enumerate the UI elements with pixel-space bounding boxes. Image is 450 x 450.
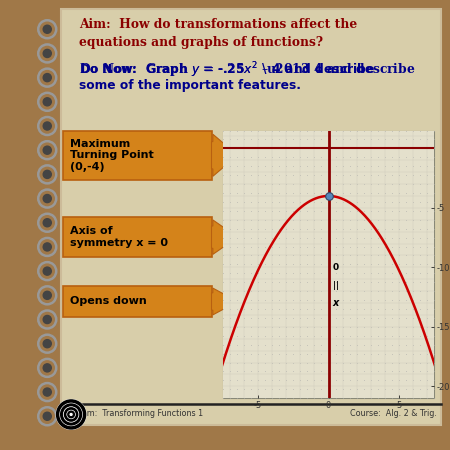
Circle shape: [43, 98, 51, 106]
Text: Axis of
symmetry x = 0: Axis of symmetry x = 0: [70, 226, 168, 248]
Circle shape: [43, 194, 51, 202]
Text: Course:  Alg. 2 & Trig.: Course: Alg. 2 & Trig.: [350, 409, 436, 418]
Circle shape: [43, 122, 51, 130]
Text: Aim:  Transforming Functions 1: Aim: Transforming Functions 1: [79, 409, 203, 418]
Circle shape: [43, 412, 51, 420]
Circle shape: [43, 364, 51, 372]
Circle shape: [56, 400, 86, 429]
Circle shape: [43, 219, 51, 227]
Circle shape: [43, 267, 51, 275]
Circle shape: [43, 340, 51, 348]
Circle shape: [43, 315, 51, 324]
Text: x: x: [333, 298, 339, 308]
FancyArrow shape: [212, 288, 238, 315]
FancyArrow shape: [212, 220, 238, 254]
Circle shape: [43, 73, 51, 82]
Circle shape: [43, 388, 51, 396]
Text: Do Now:  Graph $y$ = -.25$x^2$ \u2013 4 and describe: Do Now: Graph $y$ = -.25$x^2$ \u2013 4 a…: [79, 61, 415, 81]
FancyBboxPatch shape: [61, 9, 441, 425]
FancyBboxPatch shape: [63, 217, 211, 257]
Text: Aim:  How do transformations affect the: Aim: How do transformations affect the: [79, 18, 357, 31]
Text: ||: ||: [333, 281, 338, 290]
Circle shape: [43, 146, 51, 154]
Circle shape: [43, 170, 51, 179]
Text: Maximum
Turning Point
(0,-4): Maximum Turning Point (0,-4): [70, 139, 153, 172]
Circle shape: [43, 25, 51, 33]
Circle shape: [43, 291, 51, 299]
FancyBboxPatch shape: [63, 286, 211, 317]
Text: equations and graphs of functions?: equations and graphs of functions?: [79, 36, 323, 49]
Text: some of the important features.: some of the important features.: [79, 79, 301, 92]
Text: 0: 0: [333, 263, 338, 272]
Text: Opens down: Opens down: [70, 297, 147, 306]
Circle shape: [43, 243, 51, 251]
Bar: [223, 130, 434, 398]
Text: Do Now:  Graph $y$ = -.25$x^2$ – 4 and describe: Do Now: Graph $y$ = -.25$x^2$ – 4 and de…: [79, 61, 375, 81]
Circle shape: [43, 50, 51, 58]
FancyArrow shape: [212, 134, 238, 176]
FancyBboxPatch shape: [63, 130, 211, 180]
